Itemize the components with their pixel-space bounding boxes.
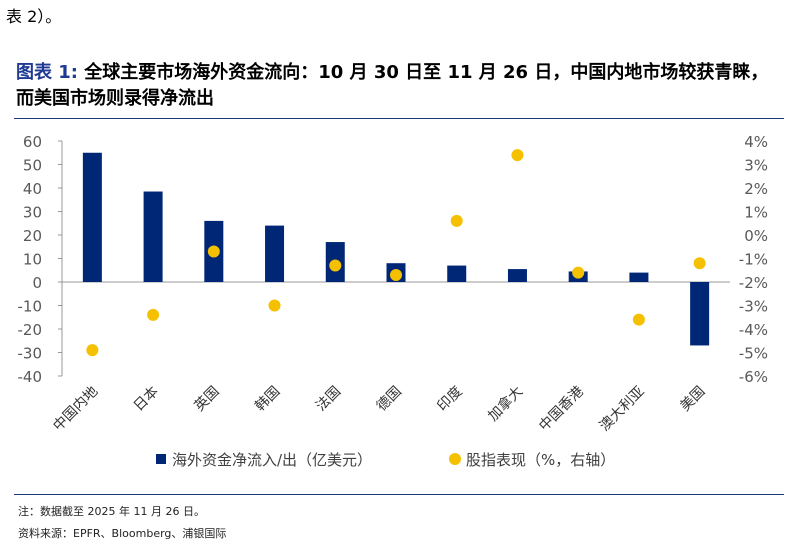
right-tick-label: 3% [744, 157, 768, 175]
category-label-8: 中国香港 [536, 384, 587, 435]
dot-6 [450, 214, 463, 227]
legend-bar-swatch [156, 454, 166, 464]
category-label-7: 加拿大 [485, 383, 527, 425]
dot-4 [329, 259, 342, 272]
dot-9 [632, 313, 645, 326]
legend-dot-label: 股指表现（%，右轴） [466, 451, 615, 469]
category-label-9: 澳大利亚 [597, 384, 648, 435]
category-label-4: 法国 [313, 384, 344, 415]
legend-dot-swatch [449, 453, 461, 465]
bar-7 [507, 269, 527, 282]
preceding-text: 表 2）。 [6, 7, 62, 26]
bottom-divider [14, 494, 784, 495]
right-tick-label: -5% [739, 345, 768, 363]
left-tick-label: -30 [18, 345, 43, 363]
left-tick-label: 0 [32, 274, 42, 292]
category-label-2: 英国 [191, 383, 223, 415]
left-tick-label: -40 [18, 368, 43, 386]
dot-10 [693, 257, 706, 270]
category-label-3: 韩国 [252, 384, 283, 415]
right-tick-label: 2% [744, 180, 768, 198]
right-tick-label: -1% [739, 251, 768, 269]
dot-1 [147, 308, 160, 321]
bar-9 [629, 272, 649, 282]
right-tick-label: -4% [739, 321, 768, 339]
left-tick-label: -10 [18, 298, 43, 316]
bar-1 [143, 191, 163, 282]
left-tick-label: 40 [23, 180, 42, 198]
category-label-10: 美国 [677, 384, 708, 415]
left-tick-label: 50 [23, 157, 42, 175]
right-tick-label: 1% [744, 204, 768, 222]
category-label-5: 德国 [374, 384, 405, 415]
dot-8 [572, 266, 585, 279]
bar-3 [265, 225, 285, 282]
category-label-0: 中国内地 [50, 384, 101, 435]
dot-5 [390, 268, 402, 281]
dot-7 [511, 149, 524, 162]
dot-3 [268, 299, 281, 312]
right-tick-label: -2% [739, 274, 768, 292]
right-tick-label: -6% [739, 368, 768, 386]
category-label-1: 日本 [131, 384, 162, 415]
dot-2 [207, 245, 220, 258]
dot-0 [86, 344, 99, 357]
figure-title-text: 全球主要市场海外资金流向：10 月 30 日至 11 月 26 日，中国内地市场… [16, 62, 769, 109]
figure-label: 图表 1: [16, 62, 78, 83]
footnote: 注：数据截至 2025 年 11 月 26 日。 [18, 505, 205, 518]
source-note: 资料来源：EPFR、Bloomberg、浦银国际 [18, 527, 227, 540]
left-tick-label: 60 [23, 133, 42, 151]
bar-0 [82, 152, 102, 282]
right-tick-label: -3% [739, 298, 768, 316]
legend-bar-label: 海外资金净流入/出（亿美元） [172, 451, 372, 469]
bar-10 [690, 282, 710, 346]
left-tick-label: 10 [23, 251, 42, 269]
right-tick-label: 0% [744, 227, 768, 245]
bar-6 [447, 265, 467, 282]
figure-title: 图表 1: 全球主要市场海外资金流向：10 月 30 日至 11 月 26 日，… [16, 60, 786, 112]
category-label-6: 印度 [434, 384, 465, 415]
left-tick-label: 30 [23, 204, 42, 222]
top-divider [14, 118, 784, 119]
left-tick-label: 20 [23, 227, 42, 245]
right-tick-label: 4% [744, 133, 768, 151]
left-tick-label: -20 [18, 321, 43, 339]
